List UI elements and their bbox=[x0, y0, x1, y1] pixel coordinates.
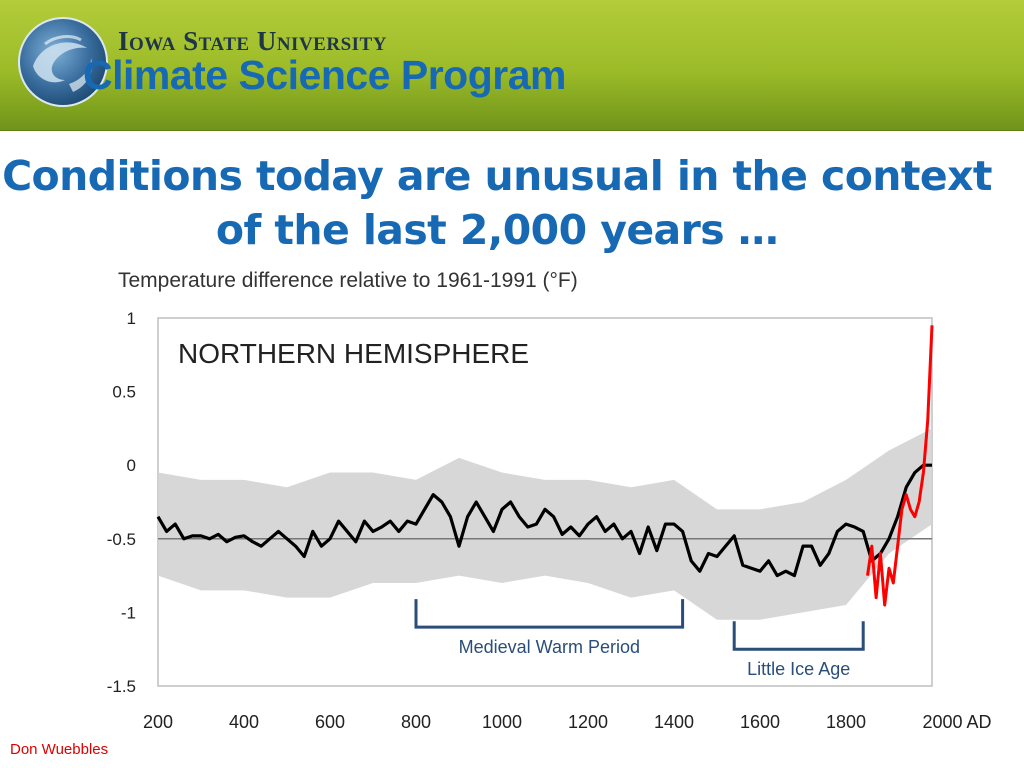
period-bracket bbox=[732, 621, 865, 651]
y-tick-label: 1 bbox=[127, 309, 136, 328]
instrumental-record-line bbox=[866, 325, 934, 607]
x-tick-label: 1600 bbox=[740, 712, 780, 732]
chart-title: Temperature difference relative to 1961-… bbox=[118, 269, 578, 292]
y-tick-label: -1.5 bbox=[107, 677, 136, 696]
period-label: Medieval Warm Period bbox=[459, 637, 640, 657]
globe-swirl-icon bbox=[18, 17, 108, 107]
y-tick-label: -1 bbox=[121, 603, 136, 622]
x-tick-label: 600 bbox=[315, 712, 345, 732]
x-tick-label: 1800 bbox=[826, 712, 866, 732]
x-tick-label: 1000 bbox=[482, 712, 522, 732]
slide-title-line-1: Conditions today are unusual in the cont… bbox=[2, 152, 992, 200]
uncertainty-band bbox=[158, 428, 932, 620]
x-tick-label: 400 bbox=[229, 712, 259, 732]
y-tick-label: -0.5 bbox=[107, 530, 136, 549]
panel-label: NORTHERN HEMISPHERE bbox=[178, 338, 529, 369]
period-bracket bbox=[414, 599, 685, 629]
x-tick-label: 800 bbox=[401, 712, 431, 732]
x-tick-label: 200 bbox=[143, 712, 173, 732]
y-tick-label: 0 bbox=[127, 456, 136, 475]
x-tick-label: 1400 bbox=[654, 712, 694, 732]
temperature-chart: Temperature difference relative to 1961-… bbox=[107, 269, 992, 732]
program-name: Climate Science Program bbox=[83, 52, 566, 98]
header-banner: Iowa State University Climate Science Pr… bbox=[0, 0, 1024, 131]
slide-title: Conditions today are unusual in the cont… bbox=[0, 149, 997, 257]
reconstruction-line bbox=[156, 463, 932, 578]
x-tick-label: 2000 AD bbox=[922, 712, 991, 732]
university-name: Iowa State University bbox=[118, 26, 387, 56]
x-tick-label: 1200 bbox=[568, 712, 608, 732]
slide-title-line-2: of the last 2,000 years … bbox=[215, 206, 779, 254]
period-label: Little Ice Age bbox=[747, 659, 850, 679]
author-credit: Don Wuebbles bbox=[10, 741, 109, 758]
y-tick-label: 0.5 bbox=[112, 383, 136, 402]
